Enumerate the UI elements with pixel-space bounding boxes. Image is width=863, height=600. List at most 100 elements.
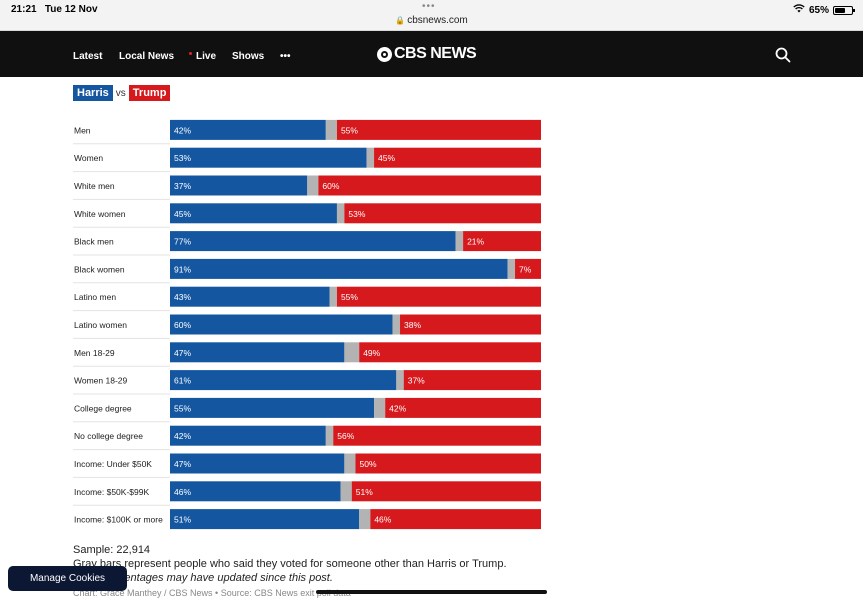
nav-shows[interactable]: Shows <box>232 51 265 62</box>
bar-trump <box>374 147 541 168</box>
bar-harris <box>170 175 308 196</box>
data-label-trump: 7% <box>519 264 532 274</box>
multitask-dots-icon[interactable]: ••• <box>422 1 436 12</box>
bar-harris <box>170 425 326 446</box>
bar-harris <box>170 509 360 530</box>
data-label-trump: 51% <box>356 487 373 497</box>
nav-live[interactable]: Live <box>189 51 216 62</box>
category-label: No college degree <box>74 431 143 441</box>
data-label-harris: 53% <box>174 153 191 163</box>
bar-trump <box>463 231 541 252</box>
bar-trump <box>318 175 541 196</box>
manage-cookies-button[interactable]: Manage Cookies <box>8 566 127 591</box>
address-bar[interactable]: 🔒 cbsnews.com <box>0 15 863 26</box>
bar-trump <box>403 370 541 391</box>
bar-other <box>307 175 319 196</box>
data-label-trump: 42% <box>389 403 406 413</box>
bar-trump <box>370 509 541 530</box>
data-label-harris: 47% <box>174 459 191 469</box>
wifi-icon <box>793 4 805 16</box>
category-label: Black men <box>74 237 114 247</box>
battery-percent: 65% <box>808 4 829 16</box>
bar-trump <box>336 119 541 140</box>
data-label-trump: 21% <box>467 237 484 247</box>
data-label-trump: 56% <box>337 431 354 441</box>
data-label-harris: 43% <box>174 292 191 302</box>
bar-harris <box>170 453 345 474</box>
search-icon[interactable] <box>775 47 791 63</box>
data-label-trump: 45% <box>378 153 395 163</box>
bar-other <box>329 286 337 307</box>
data-label-harris: 37% <box>174 181 191 191</box>
bar-harris <box>170 370 397 391</box>
category-label: White men <box>74 181 115 191</box>
bar-harris <box>170 342 345 363</box>
bar-other <box>325 119 337 140</box>
category-label: College degree <box>74 403 132 413</box>
bar-other <box>344 342 360 363</box>
legend-vs: vs <box>115 87 126 99</box>
data-label-trump: 37% <box>408 376 425 386</box>
category-label: Men <box>74 125 91 135</box>
bar-harris <box>170 147 367 168</box>
bar-harris <box>170 203 337 224</box>
bar-trump <box>336 286 541 307</box>
bar-trump <box>400 314 541 335</box>
category-label: White women <box>74 209 126 219</box>
chart-notes: Sample: 22,914 Gray bars represent peopl… <box>73 544 507 598</box>
data-label-harris: 46% <box>174 487 191 497</box>
battery-icon <box>833 5 855 15</box>
cbs-news-logo[interactable]: CBS NEWS <box>377 45 477 63</box>
home-indicator[interactable] <box>316 590 547 594</box>
data-label-trump: 55% <box>341 125 358 135</box>
chart-source: Chart: Grace Manthey / CBS News • Source… <box>73 588 351 598</box>
data-label-trump: 53% <box>348 209 365 219</box>
status-bar: 21:21 Tue 12 Nov ••• 🔒 cbsnews.com 65% <box>0 0 863 31</box>
bar-other <box>336 203 345 224</box>
data-label-trump: 38% <box>404 320 421 330</box>
exit-poll-chart: Men 42% 55% Women 53% 45% White men 37% 60% White… <box>73 119 541 530</box>
bar-trump <box>359 342 541 363</box>
url-text: cbsnews.com <box>407 15 468 26</box>
data-label-harris: 47% <box>174 348 191 358</box>
data-label-harris: 42% <box>174 431 191 441</box>
bar-harris <box>170 231 456 252</box>
category-label: Income: $50K-$99K <box>74 487 149 497</box>
bar-trump <box>385 397 541 418</box>
legend-harris: Harris <box>73 85 113 101</box>
data-label-trump: 60% <box>322 181 339 191</box>
nav-local-news[interactable]: Local News <box>119 51 175 62</box>
bar-other <box>374 397 386 418</box>
data-label-harris: 42% <box>174 125 191 135</box>
data-label-harris: 61% <box>174 376 191 386</box>
category-label: Men 18-29 <box>74 348 115 358</box>
data-label-trump: 55% <box>341 292 358 302</box>
bar-trump <box>344 203 541 224</box>
data-label-trump: 46% <box>374 515 391 525</box>
bar-trump <box>515 258 541 279</box>
nav-latest[interactable]: Latest <box>73 51 103 62</box>
bar-other <box>359 509 371 530</box>
category-label: Latino women <box>74 320 127 330</box>
bar-other <box>340 481 352 502</box>
category-label: Income: Under $50K <box>74 459 152 469</box>
sample-size: Sample: 22,914 <box>73 544 151 556</box>
bar-harris <box>170 258 508 279</box>
bar-harris <box>170 481 341 502</box>
bar-other <box>392 314 401 335</box>
nav-more[interactable]: ••• <box>280 51 291 62</box>
bar-other <box>507 258 516 279</box>
status-right: 65% <box>793 4 855 16</box>
bar-other <box>396 370 404 391</box>
chart-legend: Harris vs Trump <box>73 85 171 101</box>
data-label-harris: 55% <box>174 403 191 413</box>
bar-other <box>344 453 356 474</box>
data-label-trump: 49% <box>363 348 380 358</box>
bar-harris <box>170 119 326 140</box>
category-label: Women 18-29 <box>74 376 128 386</box>
legend-trump: Trump <box>128 85 171 101</box>
data-label-harris: 77% <box>174 237 191 247</box>
category-label: Black women <box>74 264 125 274</box>
bar-harris <box>170 397 375 418</box>
lock-icon: 🔒 <box>395 16 406 25</box>
